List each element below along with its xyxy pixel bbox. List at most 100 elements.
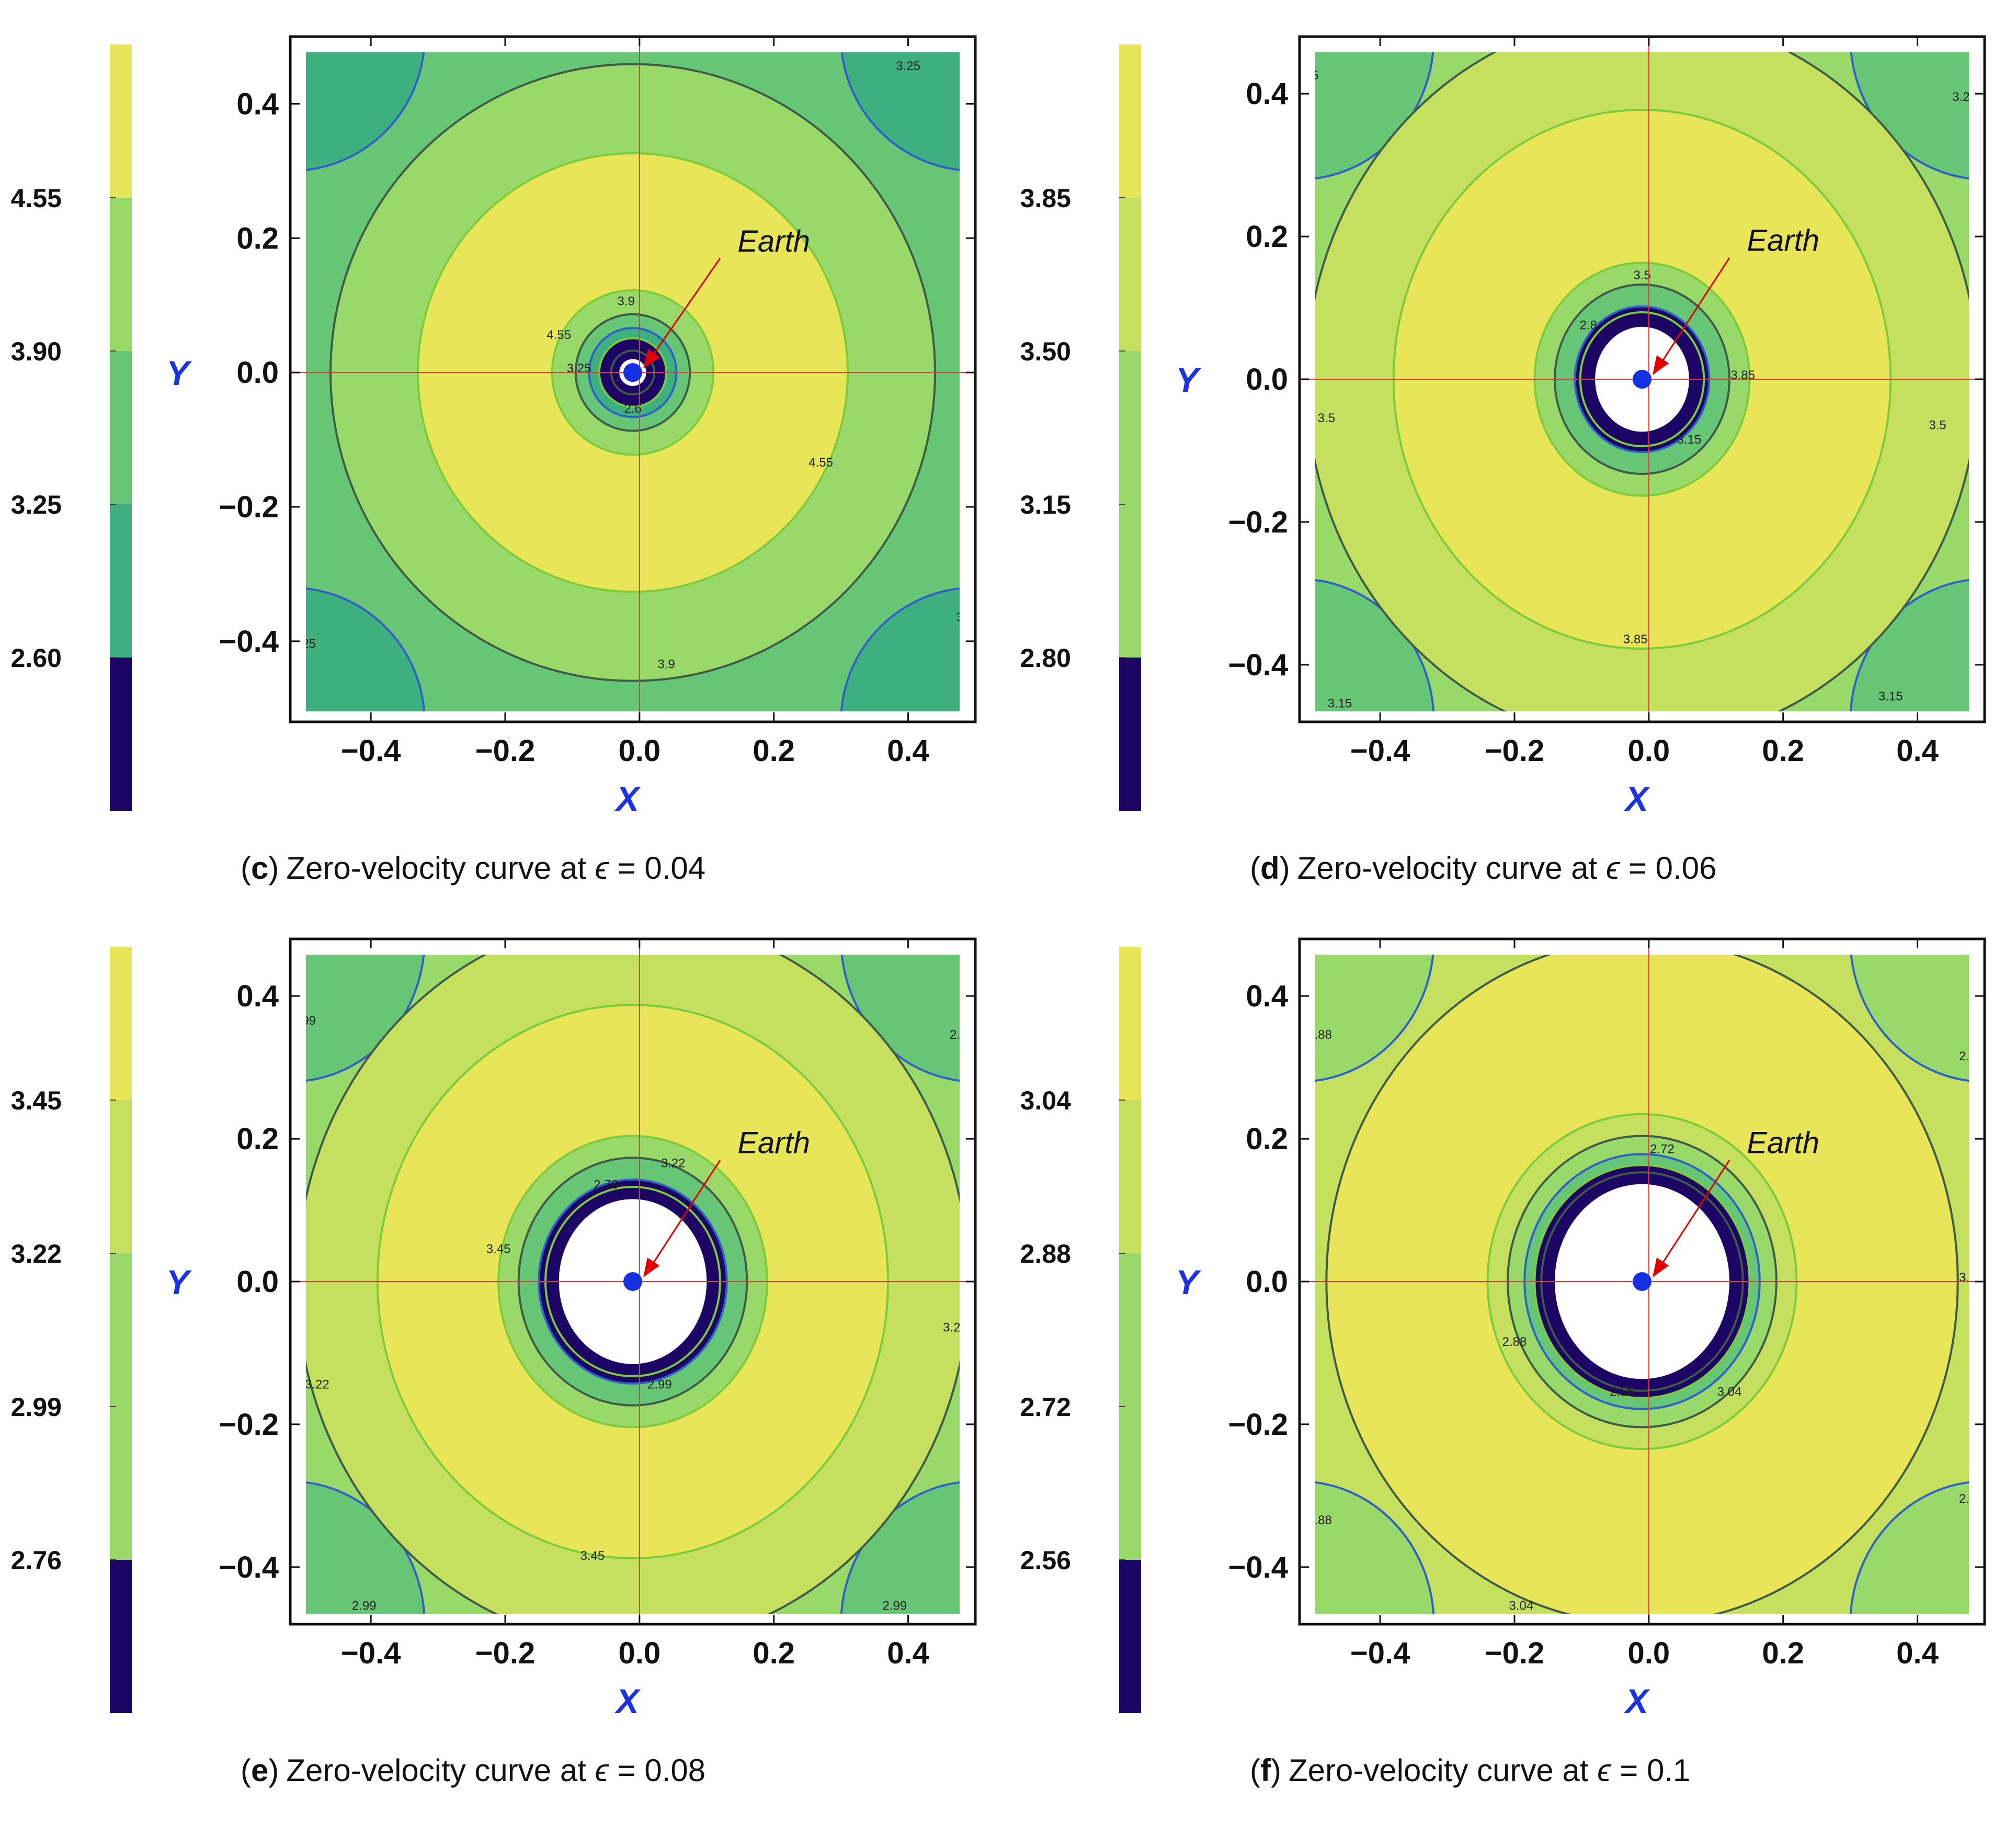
- x-axis-label: X: [614, 1682, 641, 1720]
- contour-label: 2.76: [594, 1178, 618, 1192]
- caption-part: c: [251, 851, 268, 886]
- x-tick-label: −0.4: [341, 734, 401, 768]
- caption-part: (: [1250, 851, 1260, 886]
- caption-part: ): [268, 851, 279, 886]
- x-tick-label: 0.0: [619, 734, 661, 768]
- corner-contour-region: [306, 587, 426, 711]
- x-tick-label: −0.2: [475, 734, 536, 768]
- corner-contour-region: [840, 955, 960, 1082]
- colorbar-segment: [1119, 1407, 1141, 1560]
- colorbar-tick-label: 3.85: [1020, 184, 1071, 213]
- colorbar-segment: [110, 1560, 132, 1713]
- x-axis-label: X: [1623, 1682, 1650, 1720]
- panel-caption: (f) Zero-velocity curve at ϵ = 0.1: [1250, 1753, 1690, 1788]
- x-tick-label: −0.2: [1485, 734, 1545, 768]
- colorbar-tick-label: 3.22: [11, 1239, 62, 1268]
- colorbar-tick-label: 3.04: [1020, 1086, 1072, 1115]
- colorbar-tick-label: 3.45: [11, 1086, 62, 1115]
- earth-marker: [1633, 370, 1651, 389]
- colorbar-segment: [1119, 1253, 1141, 1407]
- y-tick-label: 0.4: [236, 979, 279, 1013]
- y-tick-label: 0.2: [1246, 220, 1288, 254]
- corner-contour-region: [1315, 1481, 1435, 1614]
- y-axis-label: Y: [166, 1263, 192, 1301]
- caption-part: f: [1260, 1753, 1271, 1788]
- colorbar-segment: [1119, 504, 1141, 658]
- contour-label: 3.5: [1318, 411, 1335, 425]
- contour-label: 3.5: [1633, 268, 1650, 282]
- y-tick-label: 0.4: [1246, 979, 1288, 1013]
- plot-area: 3.253.253.94.553.252.64.553.253.253.9: [306, 52, 960, 711]
- caption-part: ϵ: [595, 851, 610, 886]
- contour-label: 2.88: [1959, 1049, 1984, 1063]
- contour-label: 4.55: [808, 456, 833, 470]
- earth-arrow-head: [643, 1257, 660, 1277]
- x-tick-label: 0.2: [1762, 734, 1804, 768]
- corner-contour-region: [840, 587, 960, 711]
- caption-part: = 0.08: [609, 1753, 705, 1788]
- x-tick-label: 0.0: [619, 1636, 661, 1670]
- x-tick-label: −0.2: [475, 1636, 536, 1670]
- y-tick-label: −0.4: [219, 1550, 279, 1584]
- contour-label: 3.25: [896, 59, 920, 73]
- contour-label: 3.15: [1878, 689, 1903, 704]
- contour-label: 4.55: [546, 328, 571, 342]
- y-tick-label: −0.2: [1228, 1408, 1289, 1442]
- y-tick-label: 0.4: [1246, 77, 1288, 111]
- y-tick-label: 0.2: [1246, 1122, 1288, 1156]
- colorbar-segment: [110, 1100, 132, 1253]
- caption-part: ): [1280, 851, 1290, 886]
- contour-label: 2.99: [352, 1599, 377, 1613]
- colorbar-tick-label: 2.80: [1020, 643, 1071, 673]
- x-tick-label: 0.2: [753, 1636, 795, 1670]
- colorbar-segment: [1119, 1560, 1141, 1713]
- y-tick-label: −0.2: [219, 1408, 279, 1442]
- corner-contour-region: [1315, 955, 1434, 1082]
- x-tick-label: 0.0: [1628, 734, 1670, 768]
- y-tick-label: 0.0: [236, 356, 279, 390]
- caption-part: = 0.06: [1620, 851, 1716, 886]
- corner-contour-region: [306, 1481, 426, 1614]
- y-tick-label: −0.2: [1228, 505, 1289, 539]
- caption-part: (: [1250, 1753, 1260, 1788]
- y-axis-label: Y: [1176, 1263, 1201, 1301]
- caption-part: ): [268, 1753, 279, 1788]
- colorbar-segment: [110, 658, 132, 811]
- contour-label: 2.72: [1650, 1142, 1675, 1156]
- contour-label: 3.85: [1730, 368, 1755, 382]
- corner-contour-region: [1849, 1481, 1969, 1614]
- caption-part: = 0.04: [609, 851, 705, 886]
- x-tick-label: 0.0: [1628, 1636, 1670, 1670]
- colorbar-segment: [110, 198, 132, 351]
- y-tick-label: −0.2: [219, 490, 279, 524]
- caption-part: Zero-velocity curve at: [1289, 1753, 1597, 1788]
- x-axis-label: X: [614, 779, 641, 818]
- contour-label: 3.22: [305, 1378, 329, 1392]
- colorbar-segment: [110, 1407, 132, 1560]
- contour-label: 3.04: [1516, 935, 1540, 949]
- corner-contour-region: [1315, 579, 1435, 711]
- panel-f: 3.04 2.88 2.72 2.56 3.04 2.88 2.88 2.72 3.04 2.88…: [1020, 935, 1986, 1788]
- contour-label: 2.99: [647, 1378, 672, 1392]
- caption-part: (: [241, 1753, 251, 1788]
- contour-label: 3.85: [1623, 632, 1648, 647]
- contour-label: 2.88: [1502, 1335, 1527, 1349]
- x-tick-label: −0.4: [341, 1636, 401, 1670]
- colorbar-segment: [1119, 44, 1141, 198]
- caption-part: Zero-velocity curve at: [1297, 851, 1606, 886]
- caption-part: e: [251, 1753, 268, 1788]
- colorbar-segment: [1119, 351, 1141, 504]
- contour-label: 3.45: [580, 1549, 605, 1563]
- colorbar-segment: [110, 351, 132, 504]
- earth-marker: [623, 363, 642, 382]
- contour-label: 2.99: [883, 1599, 907, 1613]
- x-tick-label: 0.2: [1762, 1636, 1804, 1670]
- y-tick-label: 0.0: [236, 1265, 279, 1299]
- x-axis-label: X: [1623, 779, 1650, 818]
- caption-part: = 0.1: [1611, 1753, 1691, 1788]
- corner-contour-region: [1849, 579, 1969, 711]
- colorbar-tick-label: 2.72: [1020, 1392, 1071, 1422]
- earth-annotation: Earth: [1747, 1126, 1819, 1160]
- earth-annotation: Earth: [737, 1126, 810, 1160]
- earth-annotation: Earth: [737, 224, 810, 258]
